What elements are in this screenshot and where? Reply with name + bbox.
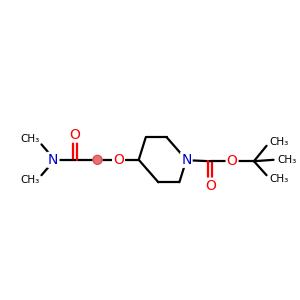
Circle shape bbox=[93, 155, 102, 164]
Text: N: N bbox=[181, 153, 192, 167]
Text: O: O bbox=[70, 128, 80, 142]
Text: O: O bbox=[113, 153, 124, 167]
Text: CH₃: CH₃ bbox=[277, 155, 296, 165]
Text: O: O bbox=[205, 178, 216, 193]
Text: CH₃: CH₃ bbox=[21, 134, 40, 144]
Text: O: O bbox=[226, 154, 238, 168]
Text: CH₃: CH₃ bbox=[269, 174, 289, 184]
Text: N: N bbox=[48, 153, 58, 167]
Text: CH₃: CH₃ bbox=[21, 175, 40, 185]
Text: CH₃: CH₃ bbox=[269, 137, 289, 147]
